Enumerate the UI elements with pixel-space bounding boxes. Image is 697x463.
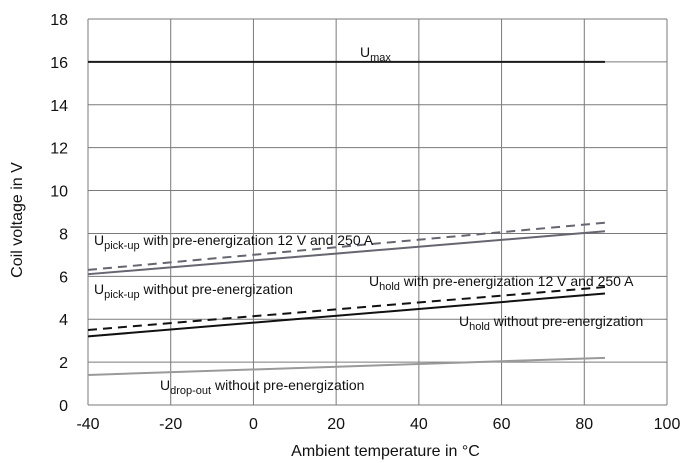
series-label-2: Upick-up without pre-energization xyxy=(94,281,293,301)
y-tick-label: 2 xyxy=(59,355,68,372)
series-label-5: Udrop-out without pre-energization xyxy=(160,377,364,397)
x-tick-label: 0 xyxy=(249,416,258,433)
series-label-0: Umax xyxy=(360,44,391,64)
grid xyxy=(87,18,668,406)
series-label-1: Upick-up with pre-energization 12 V and … xyxy=(94,232,374,252)
series-layer xyxy=(87,60,606,376)
series-line-2 xyxy=(87,230,606,276)
y-tick-labels: 0 2 4 6 8 10 12 14 16 18 xyxy=(50,12,68,415)
series-line-4 xyxy=(87,292,606,338)
x-tick-labels: -40 -20 0 20 40 60 80 100 xyxy=(76,416,680,433)
y-tick-label: 14 xyxy=(50,98,68,115)
series-line-3 xyxy=(87,286,606,331)
x-tick-label: -20 xyxy=(159,416,182,433)
series-line-1 xyxy=(87,221,606,271)
x-tick-label: -40 xyxy=(76,416,99,433)
series-label-4: Uhold without pre-energization xyxy=(459,313,643,333)
x-tick-label: 40 xyxy=(410,416,428,433)
series-labels: Umax Upick-up with pre-energization 12 V … xyxy=(94,44,643,397)
y-tick-label: 4 xyxy=(59,312,68,329)
y-tick-label: 6 xyxy=(59,269,68,286)
x-axis-label: Ambient temperature in °C xyxy=(291,443,480,460)
y-tick-label: 12 xyxy=(50,141,68,158)
x-tick-label: 60 xyxy=(493,416,511,433)
x-tick-label: 20 xyxy=(327,416,345,433)
y-tick-label: 16 xyxy=(50,55,68,72)
y-tick-label: 10 xyxy=(50,184,68,201)
y-axis-label: Coil voltage in V xyxy=(9,162,26,278)
x-tick-label: 80 xyxy=(575,416,593,433)
y-tick-label: 0 xyxy=(59,398,68,415)
x-tick-label: 100 xyxy=(654,416,681,433)
y-tick-label: 18 xyxy=(50,12,68,29)
series-label-3: Uhold with pre-energization 12 V and 250… xyxy=(369,273,634,293)
series-line-5 xyxy=(87,356,605,376)
y-tick-label: 8 xyxy=(59,226,68,243)
